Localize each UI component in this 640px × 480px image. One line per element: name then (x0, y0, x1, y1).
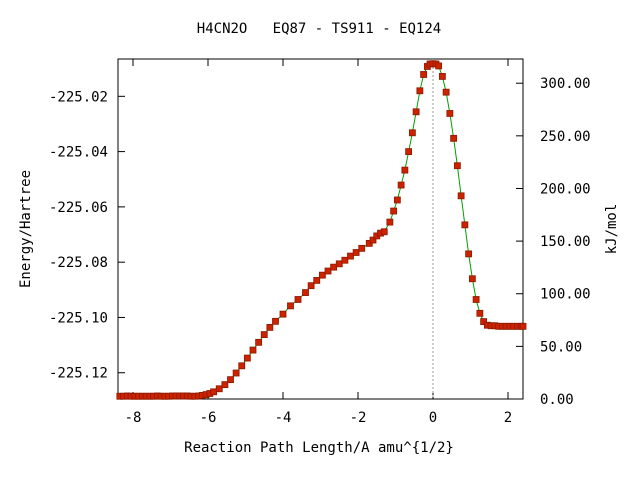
data-point (420, 71, 428, 78)
data-point (408, 129, 416, 137)
data-point (438, 73, 446, 80)
x-tick-label: 2 (504, 410, 512, 426)
data-point (307, 282, 315, 290)
data-point (457, 192, 465, 200)
data-point (468, 275, 476, 283)
data-point (318, 271, 326, 279)
x-tick-label: -2 (350, 410, 367, 426)
data-point (401, 166, 409, 174)
data-point (461, 221, 469, 229)
y-axis-label: Energy/Hartree (18, 170, 34, 288)
data-point (287, 302, 294, 310)
x-tick-label: -8 (125, 410, 142, 426)
data-point (294, 296, 302, 303)
data-point (386, 218, 394, 226)
data-point (380, 228, 388, 236)
y-tick-label: -225.10 (49, 310, 108, 326)
data-point (255, 338, 263, 346)
left-axis-ticks: -225.02 -225.04 -225.06 -225.08 -225.10 -225.… (49, 89, 125, 382)
chart-title: H4CN2O EQ87 - TS911 - EQ124 (197, 21, 441, 37)
data-point (238, 362, 246, 370)
data-point (249, 346, 257, 354)
data-point (313, 277, 321, 284)
y-tick-label: -225.04 (49, 145, 108, 161)
y-tick-label: -225.06 (49, 200, 108, 216)
x-tick-label: 0 (429, 410, 437, 426)
y2-tick-label: 100.00 (540, 287, 591, 303)
energy-curve-line (119, 63, 523, 397)
x-axis-ticks: -8 -6 -4 -2 0 2 (125, 59, 512, 426)
data-point (272, 317, 279, 325)
y2-tick-label: 150.00 (540, 234, 591, 250)
data-point (324, 267, 332, 275)
data-point (302, 289, 309, 296)
data-point (412, 108, 420, 116)
data-point (260, 331, 268, 338)
y-tick-label: -225.12 (49, 366, 108, 382)
data-point (369, 236, 377, 244)
data-point (405, 148, 413, 156)
x-tick-label: -4 (275, 410, 292, 426)
data-point (335, 260, 343, 268)
y2-tick-label: 300.00 (540, 76, 591, 92)
data-point (243, 354, 251, 362)
data-point (519, 322, 527, 330)
data-point (465, 250, 473, 258)
data-point (472, 296, 480, 303)
data-point (227, 376, 234, 384)
y2-tick-label: 200.00 (540, 181, 591, 197)
data-points (116, 60, 527, 400)
data-point (446, 110, 454, 117)
data-point (476, 309, 484, 317)
y2-tick-label: 250.00 (540, 129, 591, 145)
data-point (279, 310, 287, 318)
data-point (435, 62, 443, 70)
data-point (232, 369, 240, 377)
data-point (480, 318, 488, 326)
data-point (453, 162, 461, 170)
data-point (390, 207, 398, 215)
x-axis-label: Reaction Path Length/A amu^{1/2} (184, 440, 454, 456)
y2-tick-label: 0.00 (540, 392, 574, 408)
x-tick-label: -6 (200, 410, 217, 426)
y2-axis-label: kJ/mol (604, 204, 620, 255)
data-point (442, 88, 450, 96)
data-point (221, 381, 229, 389)
data-point (358, 244, 366, 252)
y-tick-label: -225.02 (49, 89, 108, 105)
data-point (352, 249, 360, 256)
y-tick-label: -225.08 (49, 255, 108, 271)
right-axis-ticks: 0.00 50.00 100.00 150.00 200.00 250.00 300.00 (516, 76, 591, 408)
y2-tick-label: 50.00 (540, 339, 582, 355)
data-point (450, 134, 458, 142)
data-point (393, 196, 401, 204)
data-point (397, 181, 405, 189)
data-point (215, 385, 223, 393)
data-point (266, 324, 274, 331)
data-point (347, 252, 354, 260)
data-point (210, 388, 218, 396)
data-point (341, 256, 349, 264)
data-point (330, 263, 338, 271)
plot-frame (117, 58, 524, 400)
data-point (416, 87, 424, 95)
